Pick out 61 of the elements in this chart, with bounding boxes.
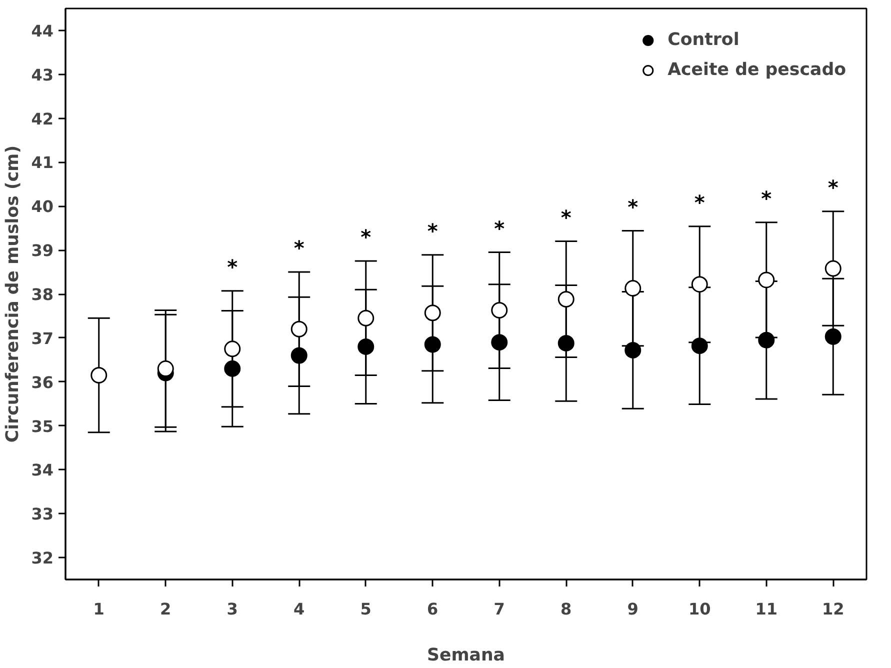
point xyxy=(424,304,441,322)
annotation: * xyxy=(227,254,238,279)
y-tick-label: 33 xyxy=(31,504,54,524)
annotation: * xyxy=(628,194,639,219)
y-tick-label: 38 xyxy=(31,285,54,304)
y-tick-label: 35 xyxy=(31,416,54,436)
legend-label: Aceite de pescado xyxy=(668,60,846,80)
x-tick-label: 10 xyxy=(688,600,711,618)
x-tick-label: 7 xyxy=(494,600,505,618)
point xyxy=(157,360,174,377)
point xyxy=(691,276,708,293)
point xyxy=(290,320,308,338)
x-tick-label: 12 xyxy=(822,600,844,618)
annotation: * xyxy=(694,190,706,214)
annotation: * xyxy=(360,225,372,250)
x-tick-label: 1 xyxy=(93,600,104,618)
y-tick-label: 42 xyxy=(31,109,54,128)
annotation: * xyxy=(494,216,506,240)
point xyxy=(824,328,842,345)
x-tick-label: 11 xyxy=(755,600,778,618)
point xyxy=(90,367,108,384)
x-tick-label: 2 xyxy=(160,600,172,618)
point xyxy=(358,310,374,326)
legend-label: Control xyxy=(668,30,740,50)
x-axis-title: Semana xyxy=(426,646,506,666)
y-tick-label: 37 xyxy=(31,328,54,348)
point xyxy=(624,280,642,297)
point xyxy=(558,334,574,352)
x-tick-label: 5 xyxy=(360,600,372,618)
x-tick-label: 8 xyxy=(560,600,572,618)
point xyxy=(224,360,241,377)
point xyxy=(491,302,508,318)
point xyxy=(824,260,842,277)
x-tick-label: 6 xyxy=(427,600,438,618)
point xyxy=(758,272,775,288)
y-axis-title: Circunferencia de muslos (cm) xyxy=(3,145,24,443)
x-tick-label: 3 xyxy=(226,600,238,618)
point xyxy=(624,342,642,358)
point xyxy=(758,332,775,348)
y-tick-label: 39 xyxy=(31,241,54,260)
point xyxy=(691,338,708,354)
point xyxy=(358,338,374,355)
annotation: * xyxy=(560,205,572,230)
y-tick-label: 34 xyxy=(31,460,54,480)
y-tick-label: 32 xyxy=(31,548,54,568)
y-tick-label: 41 xyxy=(31,153,54,172)
y-tick-label: 43 xyxy=(31,65,54,84)
point xyxy=(224,340,241,358)
y-tick-label: 36 xyxy=(31,372,54,392)
y-tick-label: 40 xyxy=(31,197,54,216)
point xyxy=(491,334,508,351)
x-tick-label: 9 xyxy=(627,600,638,618)
annotation: * xyxy=(294,236,305,260)
point xyxy=(558,291,574,308)
x-tick-label: 4 xyxy=(294,600,305,618)
point xyxy=(290,347,308,364)
point xyxy=(424,336,441,353)
annotation: * xyxy=(761,186,772,210)
annotation: * xyxy=(427,218,438,243)
annotation: * xyxy=(828,175,839,200)
y-tick-label: 44 xyxy=(31,21,54,40)
